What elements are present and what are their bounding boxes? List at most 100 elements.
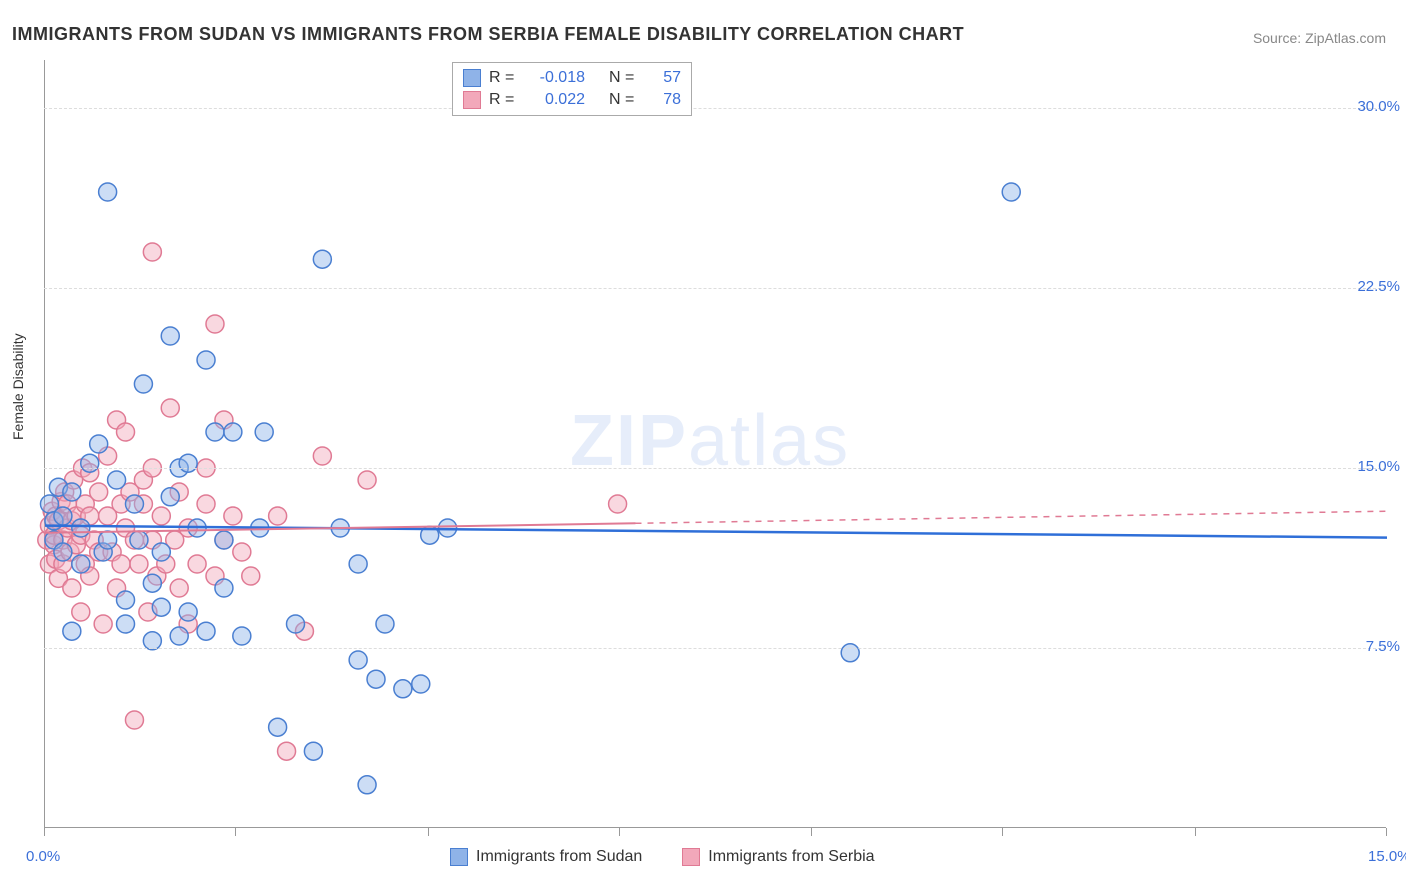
gridline — [44, 288, 1386, 289]
data-point-sudan — [215, 579, 233, 597]
legend-item-sudan: Immigrants from Sudan — [450, 848, 642, 866]
data-point-sudan — [1002, 183, 1020, 201]
data-point-serbia — [72, 603, 90, 621]
r-label: R = — [489, 91, 517, 109]
data-point-sudan — [367, 670, 385, 688]
data-point-serbia — [130, 555, 148, 573]
correlation-legend: R = -0.018 N = 57 R = 0.022 N = 78 — [452, 62, 692, 116]
x-tick — [428, 828, 429, 836]
data-point-sudan — [99, 531, 117, 549]
n-label: N = — [609, 69, 637, 87]
data-point-serbia — [152, 507, 170, 525]
data-point-sudan — [179, 454, 197, 472]
data-point-sudan — [269, 718, 287, 736]
data-point-sudan — [63, 622, 81, 640]
data-point-sudan — [72, 519, 90, 537]
n-value: 57 — [645, 69, 681, 87]
data-point-serbia — [278, 742, 296, 760]
x-tick — [1002, 828, 1003, 836]
data-point-serbia — [609, 495, 627, 513]
data-point-serbia — [112, 555, 130, 573]
data-point-serbia — [233, 543, 251, 561]
data-point-serbia — [94, 615, 112, 633]
y-axis-label: Female Disability — [10, 333, 26, 440]
x-tick — [619, 828, 620, 836]
data-point-sudan — [313, 250, 331, 268]
y-tick-label: 15.0% — [1357, 458, 1400, 475]
x-tick — [1195, 828, 1196, 836]
n-label: N = — [609, 91, 637, 109]
x-tick — [44, 828, 45, 836]
data-point-sudan — [90, 435, 108, 453]
trendline-sudan — [45, 526, 1387, 538]
data-point-sudan — [358, 776, 376, 794]
r-value: 0.022 — [525, 91, 585, 109]
legend-swatch-sudan — [450, 848, 468, 866]
data-point-sudan — [233, 627, 251, 645]
source-attribution: Source: ZipAtlas.com — [1253, 30, 1386, 46]
r-label: R = — [489, 69, 517, 87]
data-point-serbia — [161, 399, 179, 417]
data-point-sudan — [134, 375, 152, 393]
legend-item-serbia: Immigrants from Serbia — [682, 848, 874, 866]
gridline — [44, 468, 1386, 469]
plot-area — [44, 60, 1386, 828]
data-point-serbia — [188, 555, 206, 573]
series-legend: Immigrants from Sudan Immigrants from Ser… — [450, 848, 875, 866]
x-tick — [1386, 828, 1387, 836]
data-point-serbia — [197, 495, 215, 513]
data-point-sudan — [215, 531, 233, 549]
data-point-sudan — [63, 483, 81, 501]
data-point-serbia — [313, 447, 331, 465]
data-point-sudan — [412, 675, 430, 693]
data-point-sudan — [170, 627, 188, 645]
data-point-sudan — [179, 603, 197, 621]
data-point-sudan — [376, 615, 394, 633]
r-value: -0.018 — [525, 69, 585, 87]
x-tick — [811, 828, 812, 836]
data-point-sudan — [143, 574, 161, 592]
x-tick-label: 0.0% — [26, 848, 60, 865]
data-point-sudan — [349, 651, 367, 669]
legend-swatch-sudan — [463, 69, 481, 87]
data-point-sudan — [117, 591, 135, 609]
n-value: 78 — [645, 91, 681, 109]
data-point-sudan — [152, 598, 170, 616]
data-point-sudan — [287, 615, 305, 633]
data-point-sudan — [72, 555, 90, 573]
data-point-sudan — [224, 423, 242, 441]
data-point-sudan — [206, 423, 224, 441]
data-point-serbia — [358, 471, 376, 489]
data-point-sudan — [152, 543, 170, 561]
data-point-serbia — [242, 567, 260, 585]
data-point-sudan — [841, 644, 859, 662]
data-point-sudan — [161, 327, 179, 345]
data-point-sudan — [161, 488, 179, 506]
corr-row-sudan: R = -0.018 N = 57 — [463, 67, 681, 89]
data-point-serbia — [90, 483, 108, 501]
data-point-sudan — [99, 183, 117, 201]
data-point-sudan — [255, 423, 273, 441]
legend-swatch-serbia — [463, 91, 481, 109]
data-point-serbia — [143, 243, 161, 261]
data-point-sudan — [304, 742, 322, 760]
data-point-serbia — [269, 507, 287, 525]
gridline — [44, 648, 1386, 649]
data-point-serbia — [224, 507, 242, 525]
data-point-serbia — [117, 423, 135, 441]
data-point-sudan — [130, 531, 148, 549]
data-point-serbia — [125, 711, 143, 729]
y-tick-label: 22.5% — [1357, 278, 1400, 295]
gridline — [44, 108, 1386, 109]
data-point-sudan — [117, 615, 135, 633]
data-point-sudan — [54, 543, 72, 561]
data-point-sudan — [394, 680, 412, 698]
data-point-sudan — [108, 471, 126, 489]
data-point-sudan — [125, 495, 143, 513]
legend-label: Immigrants from Sudan — [476, 848, 642, 866]
data-point-serbia — [63, 579, 81, 597]
y-tick-label: 30.0% — [1357, 98, 1400, 115]
trendline-dashed-serbia — [635, 511, 1387, 523]
data-point-serbia — [170, 579, 188, 597]
data-point-sudan — [197, 351, 215, 369]
